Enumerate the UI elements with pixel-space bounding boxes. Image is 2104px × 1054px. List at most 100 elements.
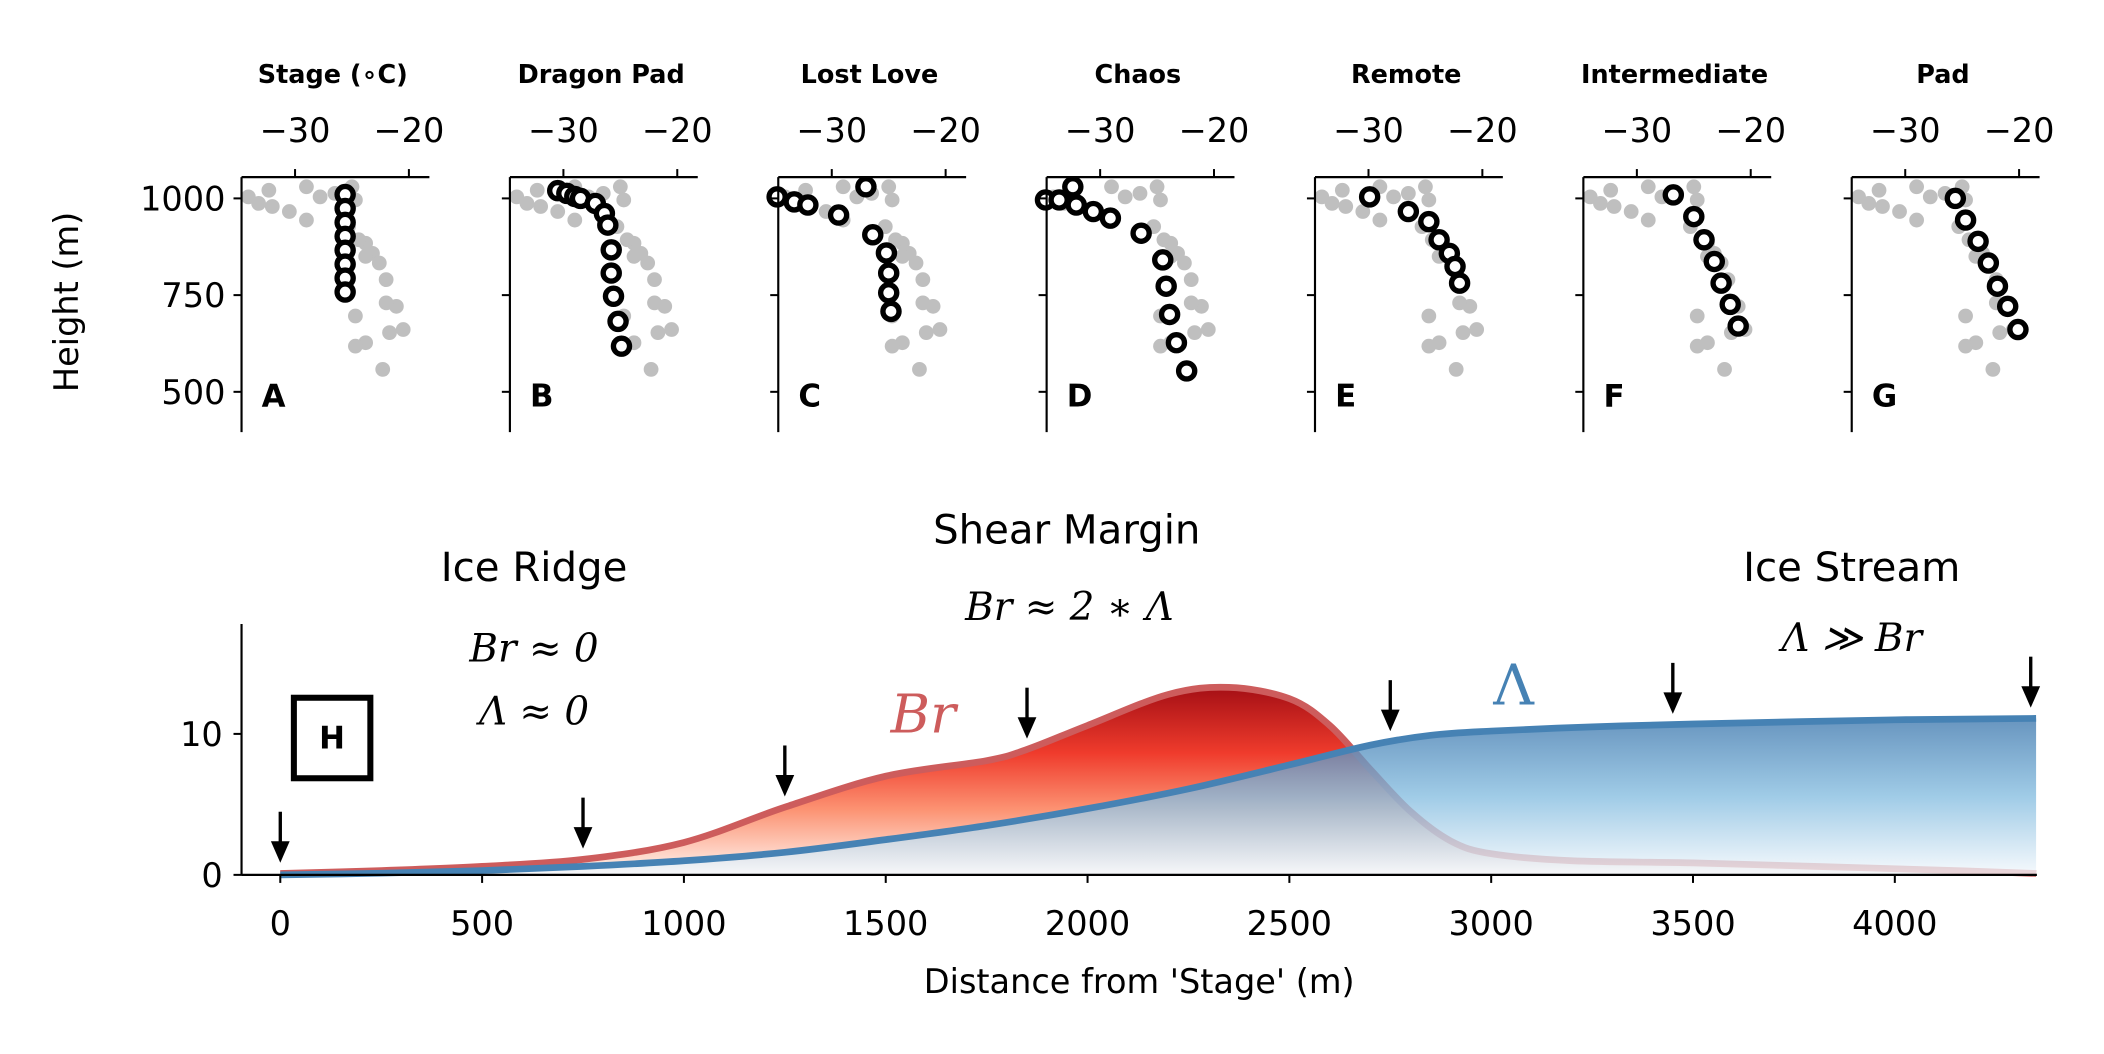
profile-point [1444, 255, 1466, 278]
background-point [348, 338, 363, 354]
background-point [894, 249, 910, 264]
arrows [270, 656, 2041, 863]
background-point [264, 199, 280, 214]
background-point [529, 182, 545, 198]
x-tick-label: 2000 [1045, 904, 1130, 943]
profile-point [600, 262, 622, 284]
panel-a: Stage (∘C) −30 −20 1000 750 500 A [140, 60, 444, 433]
background-point [888, 232, 903, 248]
background-point [616, 192, 632, 208]
profile-point [600, 239, 622, 261]
panel-title: Remote [1351, 60, 1461, 90]
profile-point [602, 285, 625, 308]
arrow-down-icon [2021, 656, 2041, 708]
transect-axes: 0 500 1000 1500 2000 2500 3000 3500 4000 0 10 [180, 623, 2037, 943]
background-point [1372, 212, 1388, 228]
background-point [881, 179, 897, 195]
profile-point [1158, 303, 1181, 326]
profile-point [1358, 186, 1381, 208]
background-point [647, 272, 662, 288]
arrow-down-icon [1017, 687, 1037, 739]
profile-point [1155, 275, 1177, 297]
background-point [664, 322, 679, 337]
background-point [1875, 199, 1890, 214]
background-point [798, 182, 813, 198]
background-point [1177, 255, 1192, 271]
background-point [567, 212, 583, 228]
background-point [1183, 272, 1199, 288]
profile-point [766, 186, 788, 208]
background-point [1623, 204, 1639, 219]
background-point [261, 182, 277, 198]
background-point [1355, 204, 1371, 219]
profile-point [880, 300, 902, 323]
arrow-down-icon [1380, 680, 1400, 732]
background-point [1909, 179, 1925, 195]
x-tick-label: −20 [642, 111, 713, 150]
profile-point [1954, 209, 1977, 231]
x-tick-label: −20 [910, 111, 981, 150]
profile-point [334, 281, 356, 303]
x-tick-label: 500 [450, 904, 514, 943]
profile-point [1062, 176, 1084, 198]
background-point [1421, 192, 1437, 208]
profile-point [1662, 184, 1685, 206]
background-point [312, 189, 328, 205]
shear-margin-label: Shear Margin [933, 507, 1200, 553]
background-point [915, 272, 931, 288]
y-tick-label: 750 [161, 276, 225, 315]
x-tick-label: 2500 [1247, 904, 1332, 943]
background-point [1200, 322, 1216, 337]
background-point [1958, 338, 1973, 354]
x-tick-label: −30 [796, 111, 867, 150]
background-point [1689, 192, 1705, 208]
x-tick-label: −30 [1065, 111, 1136, 150]
background-point [1985, 362, 2001, 377]
profile-point [2007, 318, 2029, 341]
background-point [1640, 179, 1656, 195]
profile-point [1418, 210, 1440, 233]
profile-point [877, 282, 900, 304]
background-point [1104, 179, 1119, 195]
profile-point [1428, 229, 1450, 251]
areas [280, 683, 2037, 879]
background-point [1689, 338, 1705, 354]
background-point [375, 362, 391, 377]
background-point [519, 196, 535, 211]
profile-point [1727, 315, 1749, 337]
profile-point [855, 176, 877, 198]
shear-margin-eq: Br ≈ 2 ∗ Λ [964, 585, 1174, 630]
background-point [640, 255, 656, 271]
background-point [1717, 362, 1732, 377]
br-area [280, 687, 2037, 875]
background-point [378, 272, 394, 288]
profile-point [1710, 272, 1732, 294]
panel-c: Lost Love −30 −20 C [766, 60, 981, 433]
background-point [647, 295, 662, 311]
panel-f: Intermediate −30 −20 F [1575, 60, 1786, 433]
panel-letter: C [798, 379, 821, 415]
background-point [378, 295, 394, 311]
profile-point [1683, 205, 1705, 228]
panel-b: Dragon Pad −30 −20 B [501, 60, 713, 433]
br-series-label: Br [890, 683, 959, 746]
background-point [1686, 179, 1702, 195]
background-point [1448, 362, 1464, 377]
profile-point [875, 242, 898, 264]
background-point [932, 322, 948, 337]
y-axis-label: Height (m) [47, 212, 86, 392]
profile-point [1703, 250, 1726, 273]
background-point [1606, 199, 1622, 214]
panel-letter: D [1067, 379, 1093, 415]
background-point [299, 212, 314, 228]
background-point [358, 249, 374, 264]
x-tick-label: −30 [1601, 111, 1672, 150]
x-tick-label: −30 [260, 111, 331, 150]
background-point [1386, 189, 1401, 205]
background-point [1117, 189, 1133, 205]
background-point [371, 255, 387, 271]
ice-ridge-lambda-eq: Λ ≈ 0 [476, 690, 589, 735]
background-point [918, 325, 934, 341]
background-point [835, 179, 851, 195]
